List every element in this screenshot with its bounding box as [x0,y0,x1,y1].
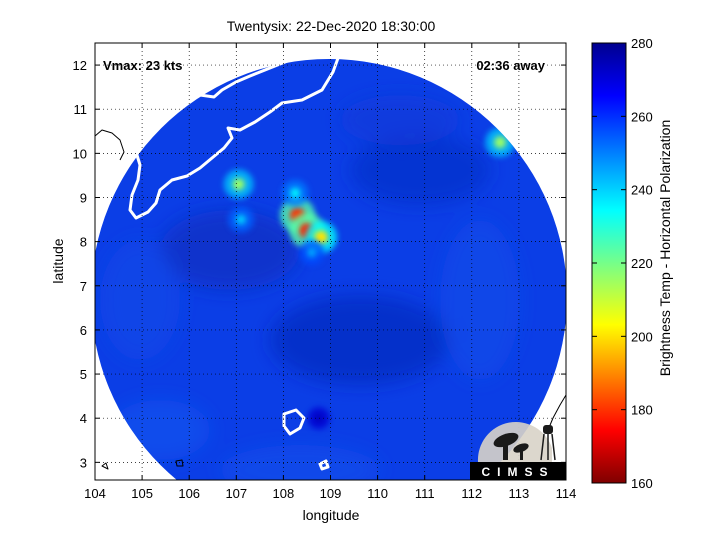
x-tick-label: 109 [320,486,342,501]
colorbar-tick-label: 240 [631,183,653,198]
x-tick-label: 104 [84,486,106,501]
colorbar-gradient [591,42,627,484]
y-tick-label: 8 [80,235,87,250]
x-tick-label: 114 [556,486,577,501]
y-tick-label: 11 [74,102,88,117]
y-tick-label: 10 [73,146,87,161]
y-tick-label: 9 [80,190,87,205]
colorbar-tick-label: 220 [631,256,653,271]
coastlines [95,43,566,471]
y-tick-label: 12 [73,58,87,73]
islet-2 [175,459,184,467]
y-tick-label: 3 [80,455,87,470]
cold-feature [232,178,245,191]
cold-feature [236,214,247,225]
vmax-annotation: Vmax: 23 kts [103,58,183,73]
colorbar-tick-label: 260 [631,109,653,124]
x-tick-label: 108 [273,486,295,501]
x-axis-label: longitude [303,507,360,523]
colorbar-ticks: 160 180 200 220 240 260 280 [592,36,653,491]
cimss-logo: CIMSS [470,422,566,480]
time-away-annotation: 02:36 away [476,58,545,73]
y-tick-label: 7 [80,279,87,294]
colorbar: 160 180 200 220 240 260 280 Brightness Temp - … [591,36,673,491]
x-tick-label: 105 [131,486,153,501]
x-tick-label: 112 [461,486,482,501]
colorbar-tick-label: 160 [631,476,653,491]
cold-feature [289,187,301,199]
y-tick-label: 5 [80,367,87,382]
islet-1 [101,462,109,470]
y-axis-ticks: 3 4 5 6 7 8 9 10 11 12 [73,58,566,470]
y-tick-label: 6 [80,323,87,338]
colorbar-tick-label: 200 [631,329,653,344]
colorbar-label: Brightness Temp - Horizontal Polarizatio… [657,120,673,377]
x-tick-label: 111 [415,486,435,501]
colorbar-tick-label: 180 [631,403,653,418]
x-tick-label: 107 [225,486,247,501]
coastline-outer-right [547,394,566,431]
cold-feature [306,247,317,258]
chart-title: Twentysix: 22-Dec-2020 18:30:00 [227,18,436,34]
y-tick-label: 4 [80,411,87,426]
y-axis-label: latitude [50,238,66,283]
brightness-swath [95,59,566,480]
colorbar-tick-label: 280 [631,36,653,51]
cimss-logo-text: CIMSS [481,465,554,479]
x-tick-label: 113 [509,486,530,501]
x-tick-label: 110 [367,486,388,501]
cold-feature [314,230,328,244]
cold-feature [314,414,323,423]
island-small [282,408,306,436]
x-axis-ticks: 104 105 106 107 108 109 110 111 112 113 114 [84,43,576,501]
x-tick-label: 106 [178,486,200,501]
coastline-indochina [122,43,344,220]
cold-features [223,59,515,430]
cold-feature [494,136,507,149]
